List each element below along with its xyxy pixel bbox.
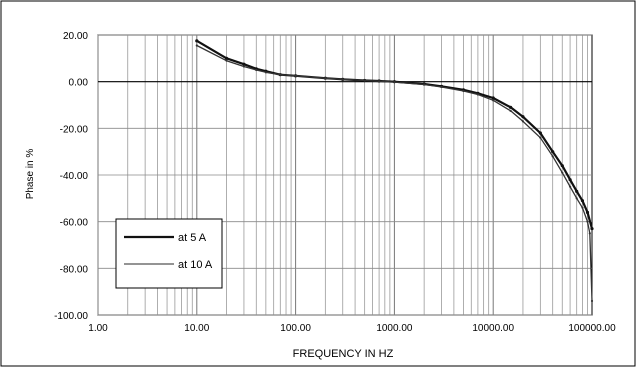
x-tick-label: 10000.00	[472, 323, 514, 334]
data-point	[279, 73, 282, 76]
data-point	[242, 62, 246, 66]
y-tick-label: -40.00	[60, 171, 89, 182]
data-point	[491, 96, 495, 100]
data-point	[294, 74, 297, 77]
data-point	[586, 220, 589, 223]
legend-label-at-5a: at 5 A	[178, 232, 207, 244]
data-point	[363, 79, 366, 82]
data-point	[509, 109, 512, 112]
data-point	[440, 85, 443, 89]
data-point	[508, 105, 513, 109]
x-tick-labels: 1.00 10.00 100.00 1000.00 10000.00 100000.00	[88, 323, 616, 334]
data-point	[538, 131, 542, 135]
data-point	[590, 227, 594, 231]
data-point	[568, 178, 572, 182]
x-tick-label: 1.00	[88, 323, 108, 334]
y-tick-label: -60.00	[60, 218, 89, 229]
data-point	[393, 81, 396, 84]
data-point	[242, 65, 246, 68]
data-point	[521, 115, 525, 119]
x-axis-title: FREQUENCY IN HZ	[293, 348, 394, 360]
y-tick-label: 0.00	[69, 78, 89, 89]
data-point	[341, 78, 344, 81]
data-point	[195, 39, 199, 43]
y-tick-label: -100.00	[54, 311, 88, 322]
data-point	[195, 44, 198, 47]
x-tick-label: 10.00	[184, 323, 209, 334]
series-lines	[195, 39, 594, 303]
data-point	[561, 171, 564, 174]
data-point	[551, 150, 555, 154]
legend-box	[115, 218, 223, 289]
data-point	[585, 210, 590, 214]
data-point	[255, 68, 258, 72]
data-point	[521, 120, 525, 123]
legend: at 5 A at 10 A	[115, 218, 223, 289]
x-tick-label: 100000.00	[568, 323, 616, 334]
x-tick-label: 100.00	[280, 323, 311, 334]
data-point	[581, 206, 584, 209]
data-point	[264, 71, 267, 74]
y-tick-labels: 20.00 0.00 -20.00 -40.00 -60.00 -80.00 -100.00	[54, 31, 88, 322]
data-point	[590, 299, 594, 303]
y-tick-label: -20.00	[60, 124, 89, 135]
data-point	[551, 155, 554, 158]
data-point	[568, 185, 572, 188]
y-axis-title: Phase in %	[25, 149, 36, 200]
x-tick-label: 1000.00	[376, 323, 413, 334]
data-point	[224, 56, 229, 60]
data-point	[462, 89, 465, 93]
data-point	[324, 77, 327, 80]
data-point	[539, 136, 542, 139]
series-line-at-10a	[196, 44, 593, 302]
data-point	[575, 189, 579, 193]
data-point	[377, 80, 381, 83]
data-point	[575, 197, 578, 200]
y-tick-label: -80.00	[60, 264, 89, 275]
data-point	[423, 83, 426, 86]
data-point	[492, 99, 495, 102]
y-tick-label: 20.00	[63, 31, 88, 42]
data-point	[560, 164, 564, 168]
data-point	[580, 199, 585, 203]
data-point	[225, 59, 228, 62]
data-point	[476, 93, 479, 96]
legend-label-at-10a: at 10 A	[178, 259, 213, 271]
data-point	[588, 232, 591, 235]
